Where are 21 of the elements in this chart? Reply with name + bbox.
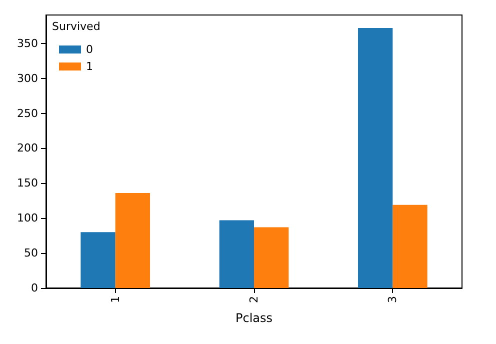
x-axis-title: Pclass [235, 311, 273, 325]
y-tick-label: 0 [31, 282, 38, 294]
legend-title: Survived [52, 20, 100, 33]
x-tick-label: 3 [386, 296, 400, 303]
x-tick-label: 1 [108, 296, 122, 303]
bar [392, 204, 428, 288]
y-tick-label: 300 [17, 72, 38, 85]
bar [219, 220, 254, 288]
x-tick-label: 2 [248, 296, 260, 303]
y-tick-label: 200 [17, 142, 38, 155]
bar [254, 227, 289, 288]
legend-label: 1 [86, 60, 93, 73]
bar [80, 232, 116, 288]
y-tick-label: 250 [17, 106, 38, 120]
bar [115, 192, 150, 288]
legend-label: 0 [86, 43, 93, 56]
y-tick-label: 150 [17, 176, 38, 190]
y-tick-label: 350 [17, 36, 38, 50]
bar [358, 28, 393, 288]
y-tick-label: 50 [24, 246, 38, 260]
y-tick-label: 100 [17, 212, 38, 225]
